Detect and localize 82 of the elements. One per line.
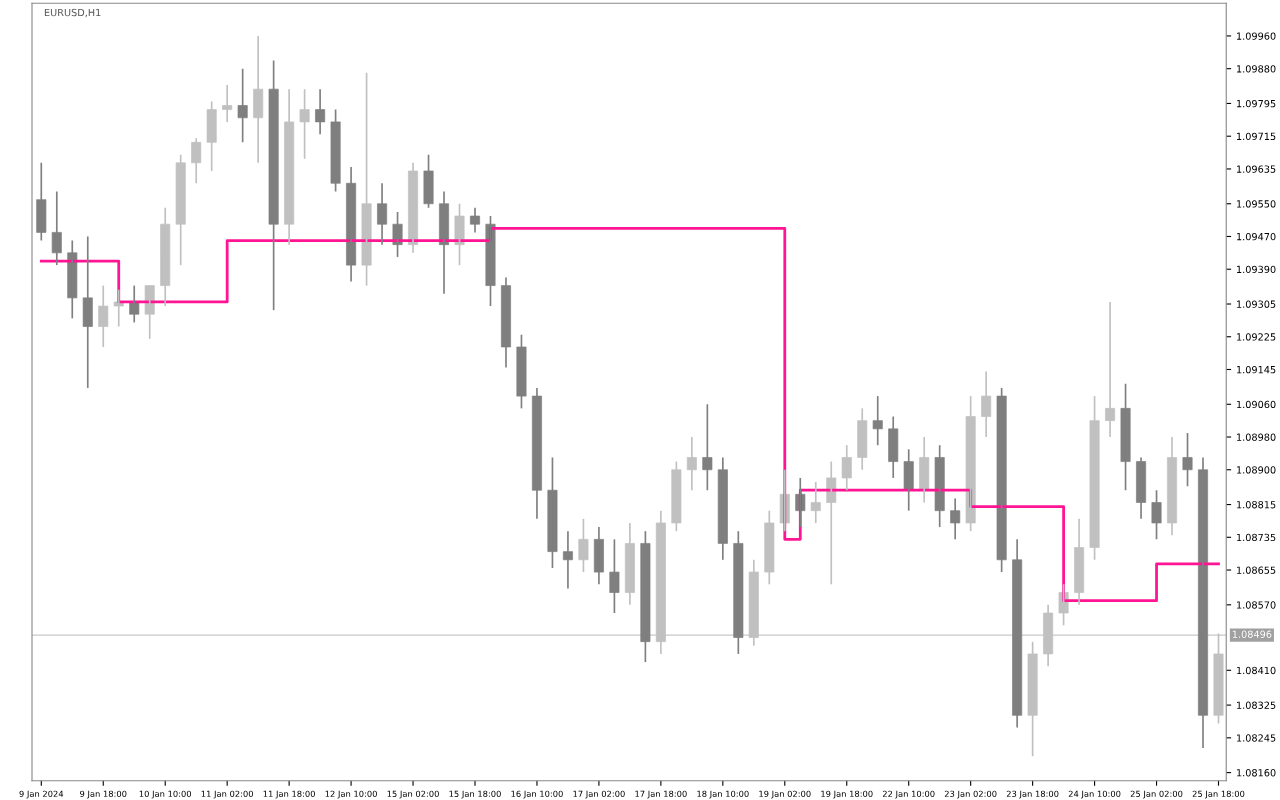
y-tick-label: 1.09145 [1237, 365, 1276, 374]
x-tick-label: 19 Jan 18:00 [821, 790, 873, 799]
candlestick [237, 67, 248, 144]
candlestick [470, 206, 480, 234]
y-tick-label: 1.08570 [1237, 601, 1276, 609]
candlestick [36, 161, 47, 242]
x-tick-label: 11 Jan 18:00 [263, 790, 315, 799]
x-tick-label: 10 Jan 10:00 [139, 790, 192, 799]
candlestick [361, 71, 372, 287]
candlestick [485, 215, 496, 307]
y-tick-label: 1.09305 [1237, 300, 1276, 308]
x-tick-label: 18 Jan 10:00 [697, 790, 749, 799]
y-tick-label: 1.09225 [1237, 333, 1276, 341]
candlestick [454, 202, 465, 266]
candlestick [733, 530, 744, 655]
y-tick-label: 1.09635 [1237, 165, 1276, 173]
x-tick-label: 25 Jan 02:00 [1130, 790, 1183, 799]
y-tick-label: 1.08815 [1237, 501, 1276, 509]
x-tick-label: 15 Jan 02:00 [387, 790, 439, 799]
x-tick-label: 15 Jan 18:00 [449, 790, 501, 799]
x-tick-label: 25 Jan 18:00 [1192, 790, 1245, 799]
candlestick [299, 88, 310, 160]
y-tick-label: 1.09715 [1237, 132, 1276, 141]
candlestick [113, 288, 124, 328]
candlestick [98, 284, 109, 348]
candlestick [51, 190, 62, 266]
y-tick-label: 1.08160 [1237, 769, 1276, 777]
candlestick [82, 235, 93, 389]
x-tick-label: 23 Jan 18:00 [1006, 790, 1059, 799]
x-tick-label: 17 Jan 18:00 [635, 790, 687, 799]
x-tick-label: 12 Jan 10:00 [325, 790, 377, 799]
candlestick [175, 153, 186, 266]
x-tick-label: 17 Jan 02:00 [573, 790, 625, 799]
candlestick [872, 395, 883, 447]
candlestick [764, 509, 775, 586]
candlestick [702, 403, 713, 492]
y-tick-label: 1.08980 [1237, 433, 1276, 441]
y-tick-label: 1.09390 [1237, 265, 1276, 274]
x-tick-label: 9 Jan 2024 [19, 790, 64, 799]
x-tick-label: 19 Jan 02:00 [759, 790, 811, 799]
x-tick-label: 16 Jan 10:00 [511, 790, 563, 799]
x-tick-label: 22 Jan 10:00 [882, 790, 935, 799]
x-tick-label: 11 Jan 02:00 [201, 790, 253, 799]
x-tick-label: 24 Jan 10:00 [1068, 790, 1121, 799]
y-tick-label: 1.09060 [1237, 400, 1276, 409]
candlestick [547, 456, 558, 569]
candlestick [578, 518, 589, 573]
candlestick [206, 100, 217, 172]
candlestick [888, 415, 899, 479]
candlestick [1182, 432, 1193, 487]
candlestick [516, 333, 527, 410]
candlestick [640, 530, 651, 663]
candlestick [609, 538, 620, 614]
candlestick [330, 108, 341, 193]
candlestick [810, 481, 821, 524]
x-tick-label: 9 Jan 18:00 [80, 790, 127, 799]
candlestick [1089, 395, 1100, 561]
candlestick [423, 153, 434, 209]
candlestick [671, 460, 682, 532]
y-tick-label: 1.09960 [1237, 32, 1276, 40]
y-tick-label: 1.08655 [1237, 566, 1276, 574]
y-tick-label: 1.08245 [1237, 734, 1276, 742]
y-tick-label: 1.08735 [1237, 533, 1276, 542]
text: EURUSD,H1 [44, 8, 101, 18]
y-tick-label: 1.09880 [1237, 65, 1276, 73]
y-tick-label: 1.08900 [1237, 466, 1276, 474]
candlestick [1027, 640, 1038, 758]
x-tick-label: 23 Jan 02:00 [944, 790, 997, 799]
candlestick [965, 395, 976, 532]
candlestick [857, 407, 868, 471]
candlestick [1151, 489, 1162, 541]
y-tick-label: 1.09470 [1237, 232, 1276, 241]
candlestick [268, 59, 279, 311]
y-tick-label: 1.09550 [1237, 200, 1276, 208]
y-tick-label: 1.09795 [1237, 99, 1276, 108]
candlestick [841, 444, 852, 492]
ref-line-label: 1.08496 [1232, 630, 1272, 638]
candlestick [1120, 382, 1131, 492]
y-tick-label: 1.08410 [1237, 666, 1276, 675]
y-tick-label: 1.08325 [1237, 701, 1276, 709]
candlestick [160, 206, 171, 307]
candlestick [996, 387, 1007, 573]
